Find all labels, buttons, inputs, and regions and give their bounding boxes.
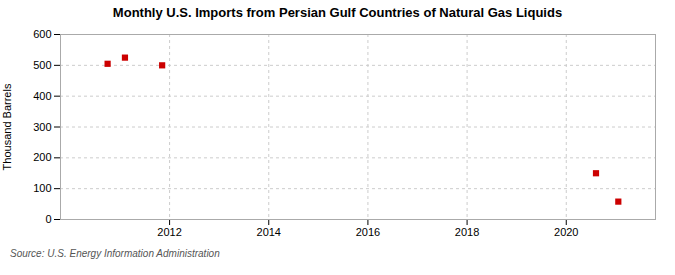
svg-text:0: 0 bbox=[45, 213, 51, 225]
svg-text:100: 100 bbox=[33, 182, 51, 194]
html-text:Source: U.S. Energy Informatio: Source: U.S. Energy Information Administ… bbox=[10, 248, 220, 259]
svg-text:2016: 2016 bbox=[356, 226, 380, 238]
svg-text:200: 200 bbox=[33, 151, 51, 163]
svg-text:500: 500 bbox=[33, 59, 51, 71]
svg-text:2012: 2012 bbox=[157, 226, 181, 238]
svg-text:2018: 2018 bbox=[455, 226, 479, 238]
svg-text:600: 600 bbox=[33, 28, 51, 40]
svg-text:300: 300 bbox=[33, 121, 51, 133]
svg-text:2014: 2014 bbox=[257, 226, 281, 238]
html-text:Monthly U.S. Imports from Pers: Monthly U.S. Imports from Persian Gulf C… bbox=[112, 5, 563, 20]
svg-text:400: 400 bbox=[33, 90, 51, 102]
svg-text:2020: 2020 bbox=[554, 226, 578, 238]
svg-text:Thousand Barrels: Thousand Barrels bbox=[1, 83, 13, 170]
